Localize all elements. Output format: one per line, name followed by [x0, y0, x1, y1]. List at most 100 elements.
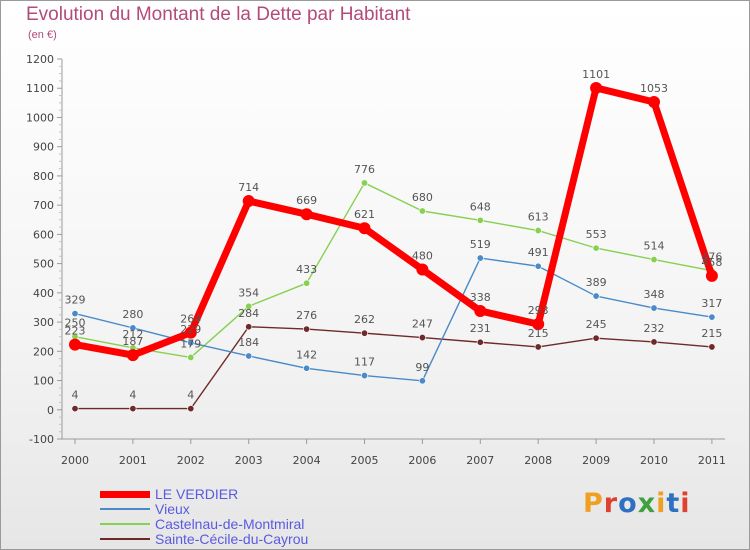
data-label: 215 — [701, 327, 722, 340]
series-line-1 — [74, 257, 713, 382]
legend-swatch — [100, 508, 150, 510]
data-point — [418, 377, 426, 385]
y-tick-label: 200 — [33, 345, 54, 358]
data-point — [245, 302, 253, 310]
y-tick-label: 500 — [33, 258, 54, 271]
data-label: 553 — [586, 228, 607, 241]
legend-swatch — [100, 538, 150, 540]
data-point — [360, 329, 368, 337]
data-point — [590, 81, 603, 94]
data-label: 229 — [180, 323, 201, 336]
data-label: 4 — [72, 389, 79, 402]
data-label: 714 — [238, 181, 259, 194]
series-line-2 — [74, 182, 713, 359]
data-label: 212 — [122, 328, 143, 341]
data-point — [187, 339, 195, 347]
data-label: 648 — [470, 200, 491, 213]
data-point — [648, 95, 660, 108]
data-point — [126, 349, 139, 362]
data-label: 338 — [470, 291, 491, 304]
data-point — [592, 292, 600, 300]
data-point — [474, 304, 487, 317]
y-tick-label: 800 — [33, 170, 54, 183]
data-label: 669 — [296, 194, 317, 207]
data-point — [708, 313, 716, 321]
data-point — [242, 195, 255, 208]
data-label: 354 — [238, 286, 259, 299]
y-tick-label: 100 — [33, 375, 54, 388]
data-label: 776 — [354, 163, 375, 176]
x-tick-label: 2010 — [640, 454, 668, 467]
data-label: 1101 — [582, 68, 610, 81]
y-tick-label: 1000 — [26, 111, 54, 124]
data-label: 1053 — [640, 82, 668, 95]
data-label: 348 — [644, 288, 665, 301]
data-label: 215 — [528, 327, 549, 340]
data-point — [650, 304, 658, 312]
data-label: 99 — [415, 361, 429, 374]
legend-swatch — [100, 490, 150, 498]
data-label: 491 — [528, 246, 549, 259]
legend-label: Vieux — [155, 501, 190, 517]
x-tick-label: 2003 — [235, 454, 263, 467]
x-tick-label: 2009 — [582, 454, 610, 467]
data-label: 519 — [470, 238, 491, 251]
data-label: 329 — [65, 294, 86, 307]
data-label: 458 — [701, 256, 722, 269]
data-point — [705, 269, 718, 282]
data-label: 184 — [238, 336, 259, 349]
x-tick-label: 2011 — [698, 454, 726, 467]
data-point — [534, 343, 542, 351]
y-tick-label: 1200 — [26, 53, 54, 66]
data-label: 389 — [586, 276, 607, 289]
x-tick-label: 2006 — [408, 454, 436, 467]
y-tick-label: 300 — [33, 316, 54, 329]
x-tick-label: 2000 — [61, 454, 89, 467]
data-point — [69, 338, 81, 351]
data-point — [129, 405, 137, 413]
data-point — [650, 338, 658, 346]
data-point — [532, 318, 545, 331]
data-point — [476, 216, 484, 224]
x-tick-label: 2001 — [119, 454, 147, 467]
data-point — [303, 325, 311, 333]
data-label: 187 — [122, 335, 143, 348]
data-label: 232 — [644, 322, 665, 335]
data-point — [360, 179, 368, 187]
data-label: 142 — [296, 348, 317, 361]
data-label: 262 — [354, 313, 375, 326]
data-label: 621 — [354, 208, 375, 221]
series-line-0 — [71, 84, 716, 359]
y-tick-label: 700 — [33, 199, 54, 212]
data-point — [303, 364, 311, 372]
data-label: 280 — [122, 308, 143, 321]
data-point — [358, 222, 371, 235]
y-tick-label: -100 — [29, 433, 54, 446]
data-point — [534, 227, 542, 235]
data-label: 117 — [354, 356, 375, 369]
data-label: 317 — [701, 297, 722, 310]
data-point — [534, 262, 542, 270]
data-point — [476, 254, 484, 262]
data-label: 264 — [180, 313, 201, 326]
data-label: 433 — [296, 263, 317, 276]
legend-label: Sainte-Cécile-du-Cayrou — [155, 531, 309, 547]
data-label: 4 — [129, 389, 136, 402]
data-point — [300, 208, 313, 221]
legend-label: Castelnau-de-Montmiral — [155, 516, 305, 532]
data-point — [71, 405, 79, 413]
data-point — [187, 353, 195, 361]
x-tick-label: 2008 — [524, 454, 552, 467]
data-label: 293 — [528, 304, 549, 317]
data-label: 284 — [238, 307, 259, 320]
x-tick-label: 2007 — [466, 454, 494, 467]
data-label: 613 — [528, 211, 549, 224]
data-point — [245, 352, 253, 360]
data-label: 223 — [65, 325, 86, 338]
legend-label: LE VERDIER — [155, 486, 239, 502]
legend-swatch — [100, 523, 150, 525]
data-label: 231 — [470, 322, 491, 335]
data-label: 247 — [412, 318, 433, 331]
data-label: 250 — [65, 317, 86, 330]
data-label: 680 — [412, 191, 433, 204]
